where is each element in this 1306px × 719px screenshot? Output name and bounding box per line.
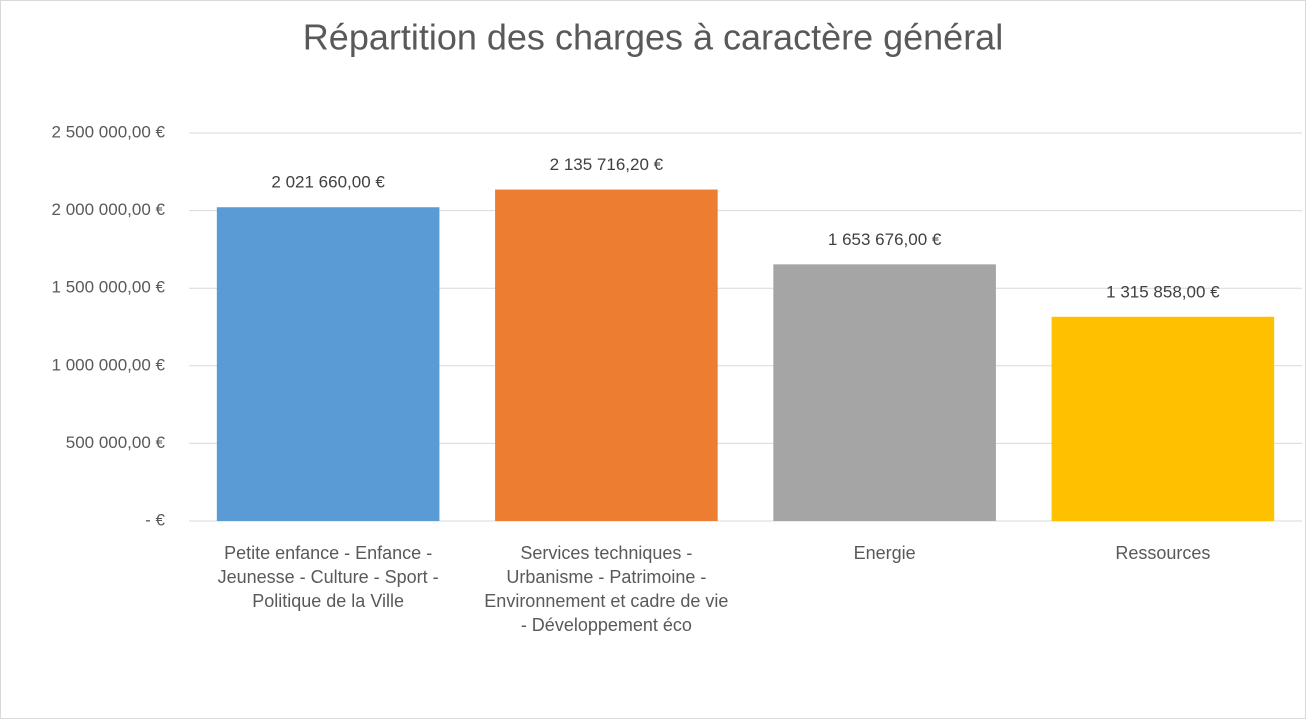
x-tick-label: Petite enfance - Enfance - Jeunesse - Cu…	[217, 543, 439, 611]
y-tick-label: 1 000 000,00 €	[52, 355, 166, 374]
chart-title: Répartition des charges à caractère géné…	[303, 17, 1003, 58]
data-label: 1 653 676,00 €	[828, 230, 942, 249]
bar	[216, 207, 440, 521]
y-tick-label: - €	[145, 510, 165, 529]
data-label: 2 021 660,00 €	[271, 173, 385, 192]
x-tick-label: Energie	[853, 543, 916, 563]
y-tick-label: 500 000,00 €	[66, 433, 166, 452]
bar	[495, 189, 718, 521]
x-tick-label: Ressources	[1115, 543, 1211, 563]
data-label: 2 135 716,20 €	[550, 155, 664, 174]
y-tick-label: 2 500 000,00 €	[52, 122, 166, 141]
x-tick-label: Services techniques - Urbanisme - Patrim…	[484, 543, 729, 635]
data-label: 1 315 858,00 €	[1106, 282, 1220, 301]
y-tick-label: 2 000 000,00 €	[52, 200, 166, 219]
y-tick-label: 1 500 000,00 €	[52, 278, 166, 297]
bar	[1051, 316, 1275, 521]
bar	[773, 264, 996, 521]
